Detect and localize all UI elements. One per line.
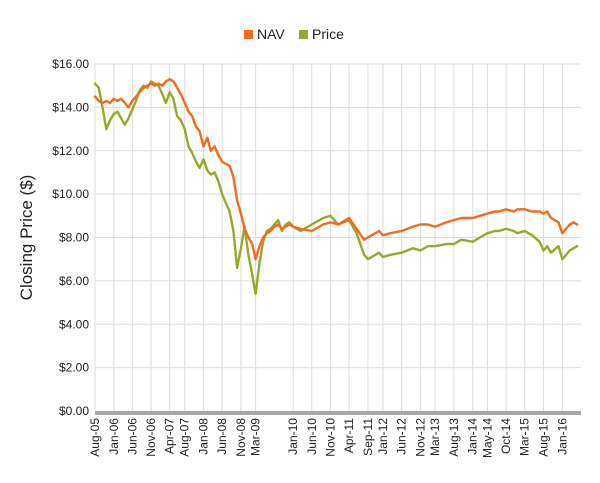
legend-swatch-nav xyxy=(244,30,253,39)
y-tick-labels: $0.00 $2.00 $4.00 $6.00 $8.00 $10.00 $12.00 $14… xyxy=(52,57,89,418)
x-tick-label: Oct-14 xyxy=(499,418,513,454)
x-tick-label: Mar-15 xyxy=(518,418,532,456)
y-axis-title: Closing Price ($) xyxy=(17,175,36,301)
x-tick-label: Mar-13 xyxy=(428,418,442,456)
x-tick-label: Mar-09 xyxy=(249,418,263,456)
x-tick-label: Nov-06 xyxy=(144,418,158,457)
x-tick-label: Aug-13 xyxy=(447,418,461,457)
x-tick-label: Jun-12 xyxy=(395,418,409,455)
x-tick-label: Jan-10 xyxy=(286,418,300,455)
x-tick-label: Jan-12 xyxy=(376,418,390,455)
legend-swatch-price xyxy=(299,30,308,39)
x-tick-label: May-14 xyxy=(480,418,494,458)
y-tick-label: $16.00 xyxy=(52,57,89,71)
y-tick-label: $10.00 xyxy=(52,187,89,201)
x-tick-label: Sep-11 xyxy=(361,418,375,456)
y-tick-label: $6.00 xyxy=(59,274,89,288)
y-tick-label: $14.00 xyxy=(52,100,89,114)
x-tick-label: Nov-08 xyxy=(234,418,248,457)
x-axis-bar xyxy=(95,411,581,415)
x-tick-label: Aug-15 xyxy=(537,418,551,457)
legend-label-nav: NAV xyxy=(257,26,285,42)
y-tick-label: $12.00 xyxy=(52,144,89,158)
x-tick-label: Nov-10 xyxy=(324,418,338,457)
series-line-nav xyxy=(93,77,579,261)
x-tick-label: Nov-12 xyxy=(413,418,427,457)
series-layer xyxy=(93,77,579,296)
y-tick-label: $8.00 xyxy=(59,231,89,245)
x-tick-label: Aug-07 xyxy=(178,418,192,457)
series-line-price xyxy=(93,80,579,296)
x-tick-label: Jan-16 xyxy=(555,418,569,455)
y-tick-label: $0.00 xyxy=(59,404,89,418)
x-tick-label: Jun-10 xyxy=(305,418,319,455)
x-tick-label: Jan-08 xyxy=(196,418,210,455)
gridlines xyxy=(94,63,581,411)
x-tick-labels: Aug-05 Jan-06 Jun-06 Nov-06 Apr-07 Aug-07 Jan-… xyxy=(88,418,569,458)
x-tick-label: Aug-05 xyxy=(88,418,102,457)
x-tick-label: Jun-08 xyxy=(215,418,229,455)
y-tick-label: $2.00 xyxy=(59,361,89,375)
chart-legend: NAV Price xyxy=(244,26,344,42)
y-tick-label: $4.00 xyxy=(59,317,89,331)
x-tick-label: Apr-07 xyxy=(163,418,177,454)
x-tick-label: Jun-06 xyxy=(125,418,139,455)
x-tick-label: Jan-14 xyxy=(466,418,480,455)
x-tick-label: Jan-06 xyxy=(107,418,121,455)
x-tick-label: Apr-11 xyxy=(342,418,356,453)
legend-label-price: Price xyxy=(312,26,344,42)
